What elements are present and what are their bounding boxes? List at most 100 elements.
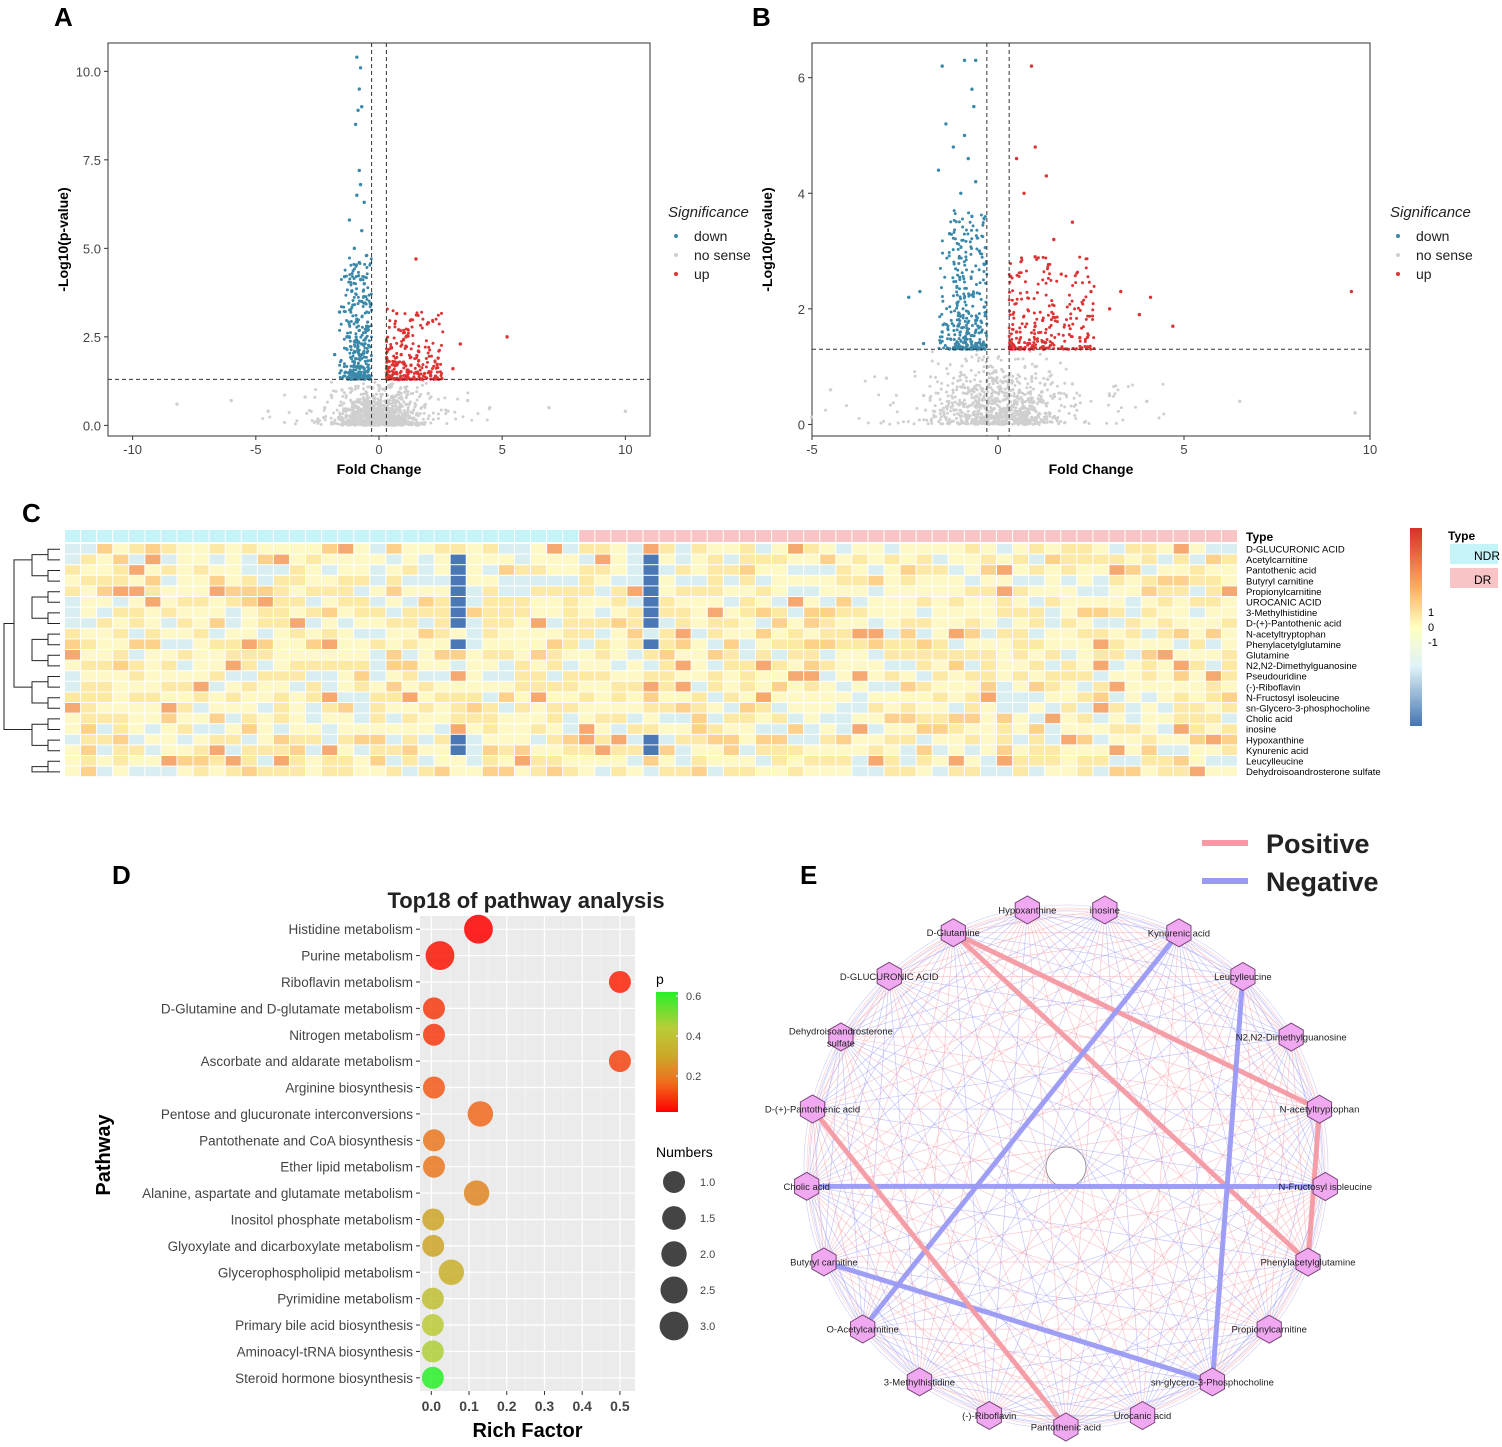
- heatmap-cell: [241, 671, 257, 681]
- heatmap-cell: [257, 660, 273, 671]
- point-no-sense: [997, 422, 1001, 426]
- heatmap-cell: [1141, 554, 1157, 565]
- heatmap-cell: [691, 586, 707, 596]
- heatmap-cell: [1173, 692, 1189, 702]
- point-up: [406, 328, 410, 332]
- point-up: [1067, 324, 1071, 328]
- heatmap-cell: [193, 681, 209, 692]
- point-no-sense: [985, 411, 989, 415]
- heatmap-cell: [1077, 628, 1093, 639]
- point-no-sense: [436, 417, 440, 421]
- heatmap-cell: [354, 766, 370, 777]
- point-down: [955, 301, 959, 305]
- heatmap-cell: [788, 575, 804, 586]
- heatmap-cell: [772, 734, 788, 745]
- point-up: [390, 374, 394, 378]
- point-no-sense: [1030, 376, 1034, 380]
- point-no-sense: [398, 422, 402, 426]
- type-annotation-cell: [97, 530, 113, 542]
- point-no-sense: [423, 405, 427, 409]
- point-no-sense: [1027, 391, 1031, 395]
- point-no-sense: [1119, 406, 1123, 410]
- heatmap-cell: [145, 713, 161, 724]
- point-no-sense: [347, 418, 351, 422]
- point-up: [429, 354, 433, 358]
- point-down: [945, 256, 949, 260]
- heatmap-cell: [306, 766, 322, 777]
- point-down: [956, 247, 960, 251]
- heatmap-cell: [1157, 734, 1173, 745]
- point-up: [1080, 326, 1084, 330]
- point-no-sense: [952, 419, 956, 423]
- point-no-sense: [399, 409, 403, 413]
- point-no-sense: [1112, 385, 1116, 389]
- heatmap-cell: [836, 681, 852, 692]
- heatmap-cell: [450, 628, 466, 639]
- point-up: [420, 310, 424, 314]
- point-up: [1019, 271, 1023, 275]
- point-no-sense: [379, 395, 383, 399]
- point-no-sense: [421, 417, 425, 421]
- heatmap-cell: [1109, 681, 1125, 692]
- heatmap-cell: [530, 671, 547, 681]
- point-no-sense: [999, 411, 1003, 415]
- point-no-sense: [413, 402, 417, 406]
- point-no-sense: [997, 415, 1001, 419]
- heatmap-cell: [579, 618, 595, 628]
- heatmap-cell: [595, 766, 611, 777]
- heatmap-cell: [145, 756, 161, 766]
- point-up: [1070, 220, 1075, 224]
- heatmap-cell: [980, 639, 996, 649]
- heatmap-cell: [755, 745, 772, 755]
- heatmap-cell: [804, 650, 820, 660]
- point-no-sense: [1000, 367, 1004, 371]
- heatmap-cell: [916, 607, 932, 618]
- point-no-sense: [418, 412, 422, 416]
- heatmap-cell: [579, 756, 595, 766]
- heatmap-cell: [755, 628, 772, 639]
- heatmap-cell: [1221, 713, 1237, 724]
- heatmap-cell: [161, 660, 177, 671]
- heatmap-cell: [402, 681, 418, 692]
- heatmap-cell: [852, 544, 868, 554]
- point-up: [420, 366, 424, 370]
- heatmap-cell: [595, 756, 611, 766]
- heatmap-cell: [868, 713, 884, 724]
- point-up: [1086, 333, 1090, 337]
- point-down: [962, 296, 966, 300]
- point-no-sense: [332, 411, 336, 415]
- point-no-sense: [970, 355, 974, 359]
- point-up: [1085, 257, 1089, 261]
- point-no-sense: [947, 417, 951, 421]
- heatmap-cell: [530, 565, 547, 575]
- heatmap-cell: [868, 618, 884, 628]
- point-down: [366, 363, 370, 367]
- heatmap-cell: [772, 756, 788, 766]
- heatmap-cell: [675, 703, 691, 713]
- heat-color-bar: [1410, 528, 1422, 726]
- legend-key-no-sense: [674, 253, 678, 257]
- point-no-sense: [973, 398, 977, 402]
- heatmap-cell: [113, 756, 129, 766]
- heatmap-cell: [675, 639, 691, 649]
- heatmap-cell: [322, 544, 338, 554]
- point-no-sense: [1072, 396, 1076, 400]
- heatmap-cell: [884, 575, 900, 586]
- heatmap-cell: [884, 724, 900, 734]
- point-no-sense: [1042, 415, 1046, 419]
- point-no-sense: [1032, 422, 1036, 426]
- point-down: [959, 245, 963, 249]
- heatmap-cell: [739, 650, 755, 660]
- point-up: [436, 356, 440, 360]
- heatmap-cell: [81, 618, 97, 628]
- heatmap-cell: [482, 745, 498, 755]
- point-no-sense: [1050, 420, 1054, 424]
- point-down: [976, 236, 980, 240]
- point-no-sense: [961, 383, 965, 387]
- heatmap-cell: [788, 618, 804, 628]
- heatmap-cell: [996, 681, 1013, 692]
- heatmap-cell: [257, 639, 273, 649]
- heatmap-cell: [852, 618, 868, 628]
- heatmap-cell: [482, 713, 498, 724]
- pathway-bubble: [421, 1366, 444, 1389]
